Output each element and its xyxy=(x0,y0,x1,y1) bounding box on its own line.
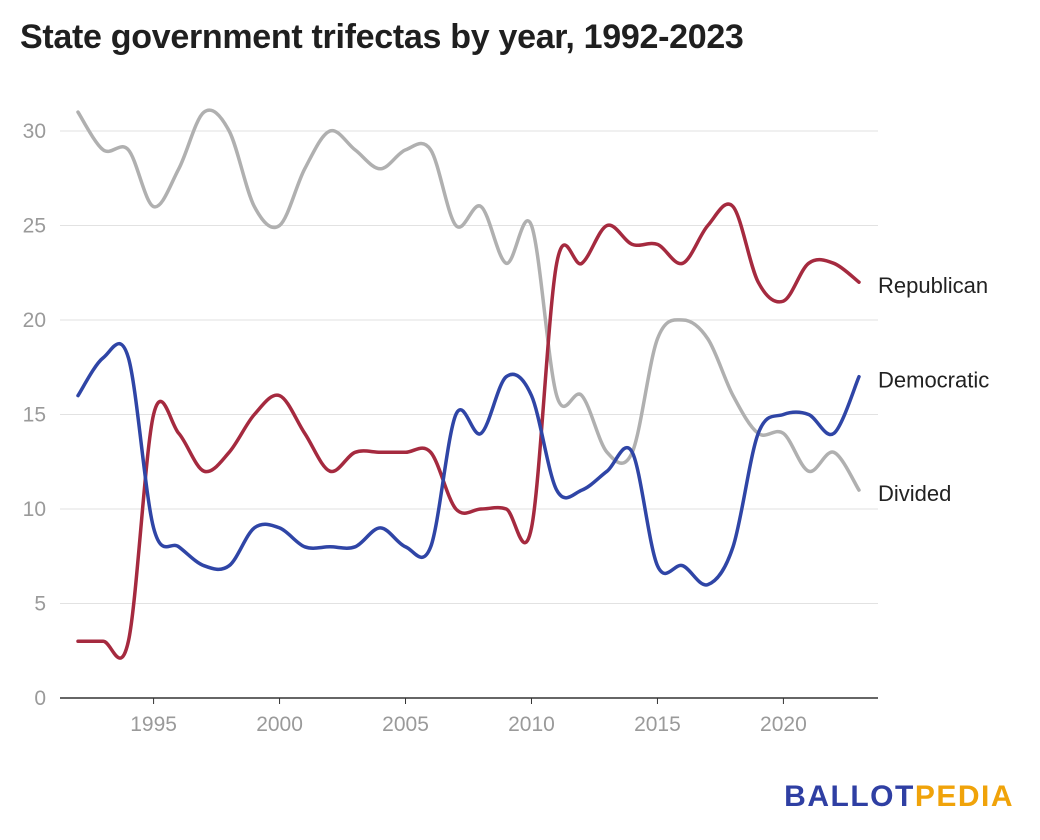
y-tick-label-15: 15 xyxy=(23,404,46,427)
logo-part-pedia: PEDIA xyxy=(914,780,1014,813)
series-label-democratic: Democratic xyxy=(878,368,989,393)
grid-lines xyxy=(60,130,878,604)
x-tick-label-2020: 2020 xyxy=(760,713,807,736)
x-tick-label-2010: 2010 xyxy=(508,713,555,736)
ballotpedia-logo: BALLOTPEDIA xyxy=(784,780,1014,814)
y-axis-ticks: 0 5 10 15 20 25 30 xyxy=(23,120,46,710)
series-line-divided xyxy=(76,108,861,492)
series-label-republican: Republican xyxy=(878,273,988,298)
y-tick-label-30: 30 xyxy=(23,120,46,143)
y-tick-label-20: 20 xyxy=(23,309,46,332)
series-labels: Republican Democratic Divided xyxy=(878,273,989,506)
series-line-democratic xyxy=(76,341,861,587)
x-tick-label-2000: 2000 xyxy=(256,713,303,736)
series-label-divided: Divided xyxy=(878,481,951,506)
y-tick-label-25: 25 xyxy=(23,215,46,238)
series-lines xyxy=(76,108,861,660)
x-tick-label-1995: 1995 xyxy=(130,713,177,736)
chart-title: State government trifectas by year, 1992… xyxy=(20,18,744,56)
x-tick-label-2015: 2015 xyxy=(634,713,681,736)
x-axis-ticks: 1995 2000 2005 2010 2015 2020 xyxy=(130,698,807,736)
series-line-republican xyxy=(76,202,861,660)
x-tick-label-2005: 2005 xyxy=(382,713,429,736)
y-tick-label-0: 0 xyxy=(34,687,46,710)
y-tick-label-5: 5 xyxy=(34,593,46,616)
y-tick-label-10: 10 xyxy=(23,498,46,521)
logo-part-ballot: BALLOT xyxy=(784,780,915,813)
